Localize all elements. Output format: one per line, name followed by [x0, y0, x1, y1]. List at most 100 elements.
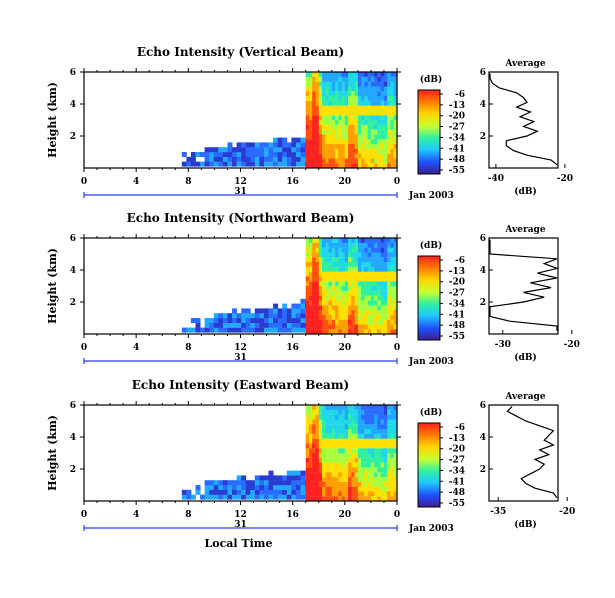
heatmap-cell	[387, 472, 392, 478]
heatmap-cell	[315, 139, 320, 145]
heatmap-cell	[282, 308, 288, 314]
heatmap-cell	[357, 324, 362, 330]
heatmap-cell	[335, 295, 339, 301]
heatmap-cell	[377, 91, 382, 97]
heatmap-cell	[384, 329, 388, 335]
heatmap-cell	[370, 486, 375, 492]
colorbar-tick-label: -20	[449, 278, 465, 288]
heatmap-cell	[393, 453, 398, 458]
heatmap-cell	[227, 161, 233, 167]
heatmap-cell	[380, 148, 385, 154]
heatmap-cell	[232, 485, 237, 490]
heatmap-cell	[322, 496, 326, 502]
heatmap-cell	[331, 124, 336, 130]
heatmap-cell	[305, 314, 310, 320]
heatmap-cell	[387, 124, 392, 130]
heatmap-cell	[295, 147, 301, 153]
heatmap-cell	[390, 405, 395, 410]
heatmap-cell	[361, 448, 365, 454]
heatmap-cell	[351, 81, 356, 87]
heatmap-cell	[331, 448, 336, 454]
heatmap-cell	[364, 290, 369, 296]
heatmap-cell	[328, 491, 333, 497]
heatmap-cell	[222, 480, 228, 486]
heatmap-cell	[331, 443, 336, 449]
heatmap-cell	[348, 266, 352, 272]
heatmap-cell	[213, 494, 219, 500]
heatmap-cell	[364, 276, 369, 282]
heatmap-cell	[367, 486, 372, 492]
heatmap-cell	[331, 91, 336, 97]
heatmap-cell	[328, 496, 333, 502]
heatmap-cell	[312, 139, 317, 145]
heatmap-cell	[241, 489, 247, 495]
average-y-tick-label: 4	[480, 433, 486, 443]
heatmap-cell	[370, 72, 375, 77]
heatmap-cell	[384, 405, 388, 410]
heatmap-cell	[390, 110, 395, 116]
heatmap-cell	[354, 100, 359, 106]
heatmap-cell	[335, 96, 339, 101]
heatmap-cell	[377, 486, 382, 492]
heatmap-cell	[364, 409, 369, 415]
heatmap-cell	[331, 120, 336, 125]
heatmap-cell	[351, 429, 356, 434]
heatmap-cell	[344, 144, 349, 149]
heatmap-cell	[315, 329, 320, 335]
heatmap-cell	[367, 286, 372, 291]
heatmap-cell	[338, 238, 343, 243]
heatmap-cell	[357, 242, 362, 248]
heatmap-cell	[273, 137, 279, 143]
heatmap-cell	[322, 305, 326, 311]
heatmap-cell	[390, 467, 395, 473]
heatmap-cell	[357, 329, 362, 335]
heatmap-cell	[318, 163, 323, 169]
heatmap-cell	[370, 305, 375, 311]
heatmap-cell	[341, 252, 346, 258]
heatmap-cell	[277, 161, 283, 167]
heatmap-cell	[390, 139, 395, 145]
heatmap-cell	[318, 481, 323, 487]
heatmap-cell	[364, 252, 369, 258]
heatmap-cell	[295, 142, 301, 148]
heatmap-cell	[309, 139, 313, 145]
heatmap-cell	[387, 310, 392, 315]
heatmap-cell	[384, 81, 388, 87]
heatmap-cell	[377, 238, 382, 243]
heatmap-cell	[318, 324, 323, 330]
heatmap-cell	[309, 252, 313, 258]
heatmap-cell	[325, 419, 330, 425]
heatmap-cell	[250, 485, 256, 490]
heatmap-cell	[282, 156, 288, 162]
heatmap-cell	[341, 457, 346, 463]
heatmap-cell	[351, 139, 356, 145]
heatmap-cell	[309, 429, 313, 434]
heatmap-cell	[380, 266, 385, 272]
heatmap-cell	[357, 300, 362, 306]
heatmap-cell	[286, 318, 292, 323]
heatmap-cell	[377, 319, 382, 325]
heatmap-cell	[387, 139, 392, 145]
heatmap-cell	[325, 467, 330, 473]
heatmap-cell	[354, 148, 359, 154]
heatmap-cell	[322, 96, 326, 101]
heatmap-cell	[322, 419, 326, 425]
heatmap-cell	[218, 161, 224, 167]
heatmap-cell	[309, 472, 313, 478]
heatmap-cell	[344, 481, 349, 487]
heatmap-cell	[286, 480, 292, 486]
heatmap-cell	[393, 76, 398, 82]
heatmap-cell	[390, 238, 395, 243]
heatmap-cell	[354, 310, 359, 315]
heatmap-cell	[377, 409, 382, 415]
colorbar-tick-label: -34	[449, 466, 465, 476]
heatmap-cell	[341, 238, 346, 243]
heatmap-cell	[259, 489, 265, 495]
heatmap-cell	[377, 271, 382, 277]
heatmap-cell	[354, 496, 359, 502]
heatmap-cell	[312, 324, 317, 330]
heatmap-cell	[250, 489, 256, 495]
colorbar-tick-label: -55	[449, 332, 465, 342]
heatmap-cell	[328, 242, 333, 248]
heatmap-cell	[341, 120, 346, 125]
